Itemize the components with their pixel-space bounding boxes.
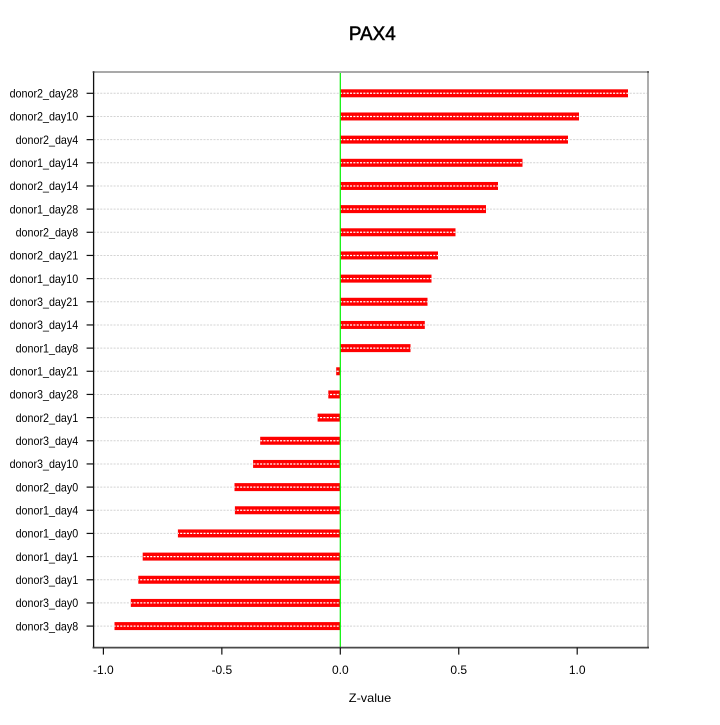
svg-text:Z-value: Z-value (349, 691, 392, 705)
svg-text:0.5: 0.5 (450, 663, 467, 677)
svg-text:-1.0: -1.0 (93, 663, 114, 677)
svg-text:donor3_day1: donor3_day1 (16, 573, 79, 587)
svg-text:donor1_day14: donor1_day14 (10, 156, 79, 170)
svg-text:donor3_day0: donor3_day0 (16, 596, 79, 610)
svg-text:donor3_day28: donor3_day28 (10, 388, 79, 402)
svg-text:0.0: 0.0 (332, 663, 349, 677)
svg-text:donor1_day10: donor1_day10 (10, 272, 79, 286)
svg-text:donor1_day1: donor1_day1 (16, 550, 79, 564)
svg-text:donor3_day4: donor3_day4 (16, 434, 79, 448)
svg-text:donor2_day21: donor2_day21 (10, 249, 79, 263)
svg-text:donor1_day4: donor1_day4 (16, 503, 79, 517)
svg-text:donor3_day8: donor3_day8 (16, 619, 79, 633)
svg-text:donor1_day21: donor1_day21 (10, 364, 79, 378)
svg-text:1.0: 1.0 (569, 663, 586, 677)
svg-text:donor2_day14: donor2_day14 (10, 179, 79, 193)
svg-text:donor2_day0: donor2_day0 (16, 480, 79, 494)
svg-text:donor1_day0: donor1_day0 (16, 527, 79, 541)
svg-text:donor2_day1: donor2_day1 (16, 411, 79, 425)
svg-text:donor2_day28: donor2_day28 (10, 87, 79, 101)
svg-text:donor3_day14: donor3_day14 (10, 318, 79, 332)
svg-text:donor3_day21: donor3_day21 (10, 295, 79, 309)
svg-text:-0.5: -0.5 (212, 663, 233, 677)
svg-text:donor1_day8: donor1_day8 (16, 341, 79, 355)
svg-text:donor3_day10: donor3_day10 (10, 457, 79, 471)
svg-text:donor2_day4: donor2_day4 (16, 133, 79, 147)
svg-text:PAX4: PAX4 (349, 23, 396, 45)
svg-text:donor1_day28: donor1_day28 (10, 202, 79, 216)
svg-text:donor2_day10: donor2_day10 (10, 110, 79, 124)
svg-text:donor2_day8: donor2_day8 (16, 225, 79, 239)
